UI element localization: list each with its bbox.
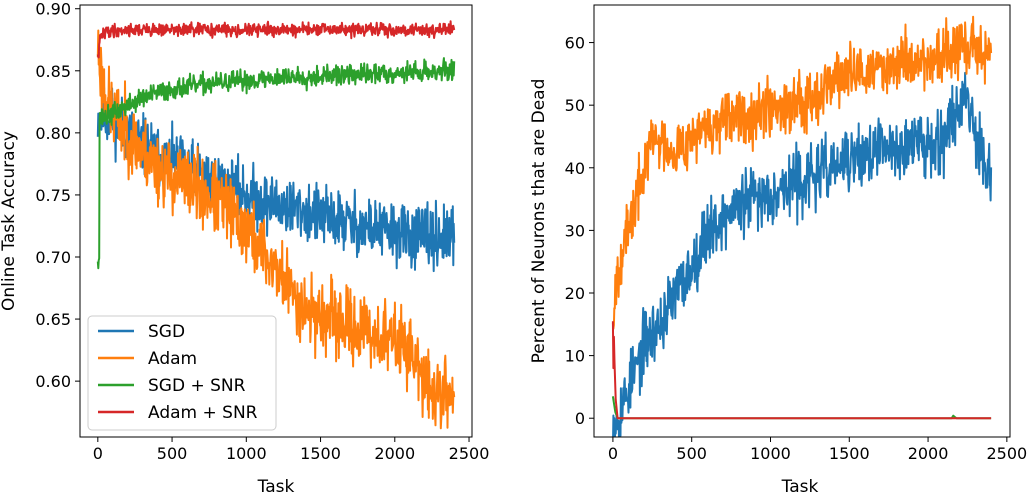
dead-neurons-y-tick-label: 30: [565, 221, 585, 240]
dead-neurons-x-tick-label: 1000: [750, 444, 791, 463]
dead-neurons-line-sgd: [612, 71, 993, 437]
dead-neurons-y-axis-label: Percent of Neurons that are Dead: [529, 79, 549, 364]
dead-neurons-y-tick-label: 20: [565, 284, 585, 303]
dead-neurons-y-tick-label: 60: [565, 34, 585, 53]
dead-neurons-plot-frame: [593, 4, 1011, 438]
dead-neurons-y-ticks: 0 10 20 30 40 50 60: [565, 34, 594, 428]
accuracy-x-tick-label: 1000: [226, 444, 267, 463]
dead-neurons-x-tick-label: 500: [676, 444, 707, 463]
accuracy-x-ticks: 0 500 1000 1500 2000 2500: [93, 437, 490, 463]
legend-label-sgd-snr: SGD + SNR: [148, 376, 246, 396]
legend-label-adam-snr: Adam + SNR: [148, 403, 258, 423]
legend-entry-adam: Adam: [98, 349, 197, 369]
legend-label-adam: Adam: [148, 349, 197, 369]
dead-neurons-line-adam-snr: [611, 321, 992, 420]
accuracy-y-tick-label: 0.70: [35, 248, 71, 267]
legend-box: [87, 315, 277, 431]
dead-neurons-x-tick-label: 2500: [986, 444, 1027, 463]
accuracy-chart: 0 500 1000 1500 2000 2500 0.60 0.65 0.70 0.75 0.8…: [0, 0, 489, 495]
accuracy-x-tick-label: 0: [93, 444, 103, 463]
dead-neurons-y-tick-label: 10: [565, 347, 585, 366]
legend: SGD Adam SGD + SNR Adam + SNR: [87, 315, 277, 431]
accuracy-x-tick-label: 1500: [300, 444, 341, 463]
dead-neurons-y-tick-label: 0: [575, 409, 585, 428]
accuracy-y-axis-label: Online Task Accuracy: [0, 131, 19, 311]
accuracy-x-tick-label: 500: [157, 444, 188, 463]
accuracy-x-axis-label: Task: [257, 477, 295, 495]
dead-neurons-x-tick-label: 0: [608, 444, 618, 463]
accuracy-y-tick-label: 0.65: [35, 310, 71, 329]
accuracy-x-tick-label: 2000: [374, 444, 415, 463]
accuracy-y-tick-label: 0.75: [35, 186, 71, 205]
legend-label-sgd: SGD: [148, 322, 185, 342]
legend-entry-sgd-snr: SGD + SNR: [98, 376, 246, 396]
accuracy-y-tick-label: 0.90: [35, 0, 71, 19]
legend-entry-sgd: SGD: [98, 322, 185, 342]
dead-neurons-x-tick-label: 1500: [829, 444, 870, 463]
accuracy-line-adam: [96, 29, 456, 430]
dead-neurons-x-ticks: 0 500 1000 1500 2000 2500: [608, 437, 1027, 463]
dead-neurons-y-tick-label: 40: [565, 159, 585, 178]
accuracy-x-tick-label: 2500: [449, 444, 490, 463]
accuracy-y-tick-label: 0.85: [35, 62, 71, 81]
accuracy-series-layer: [96, 20, 456, 430]
dead-neurons-line-adam: [611, 15, 993, 330]
dead-neurons-y-tick-label: 50: [565, 96, 585, 115]
accuracy-line-adam-snr: [96, 20, 456, 59]
accuracy-y-tick-label: 0.60: [35, 372, 71, 391]
dead-neurons-x-axis-label: Task: [781, 477, 819, 495]
accuracy-line-sgd-snr: [96, 57, 456, 270]
accuracy-y-ticks: 0.60 0.65 0.70 0.75 0.80 0.85 0.90: [35, 0, 80, 391]
dead-neurons-series-layer: [611, 15, 993, 437]
legend-entry-adam-snr: Adam + SNR: [98, 403, 258, 423]
accuracy-plot-frame: [79, 4, 473, 438]
dead-neurons-x-tick-label: 2000: [908, 444, 949, 463]
accuracy-y-tick-label: 0.80: [35, 124, 71, 143]
